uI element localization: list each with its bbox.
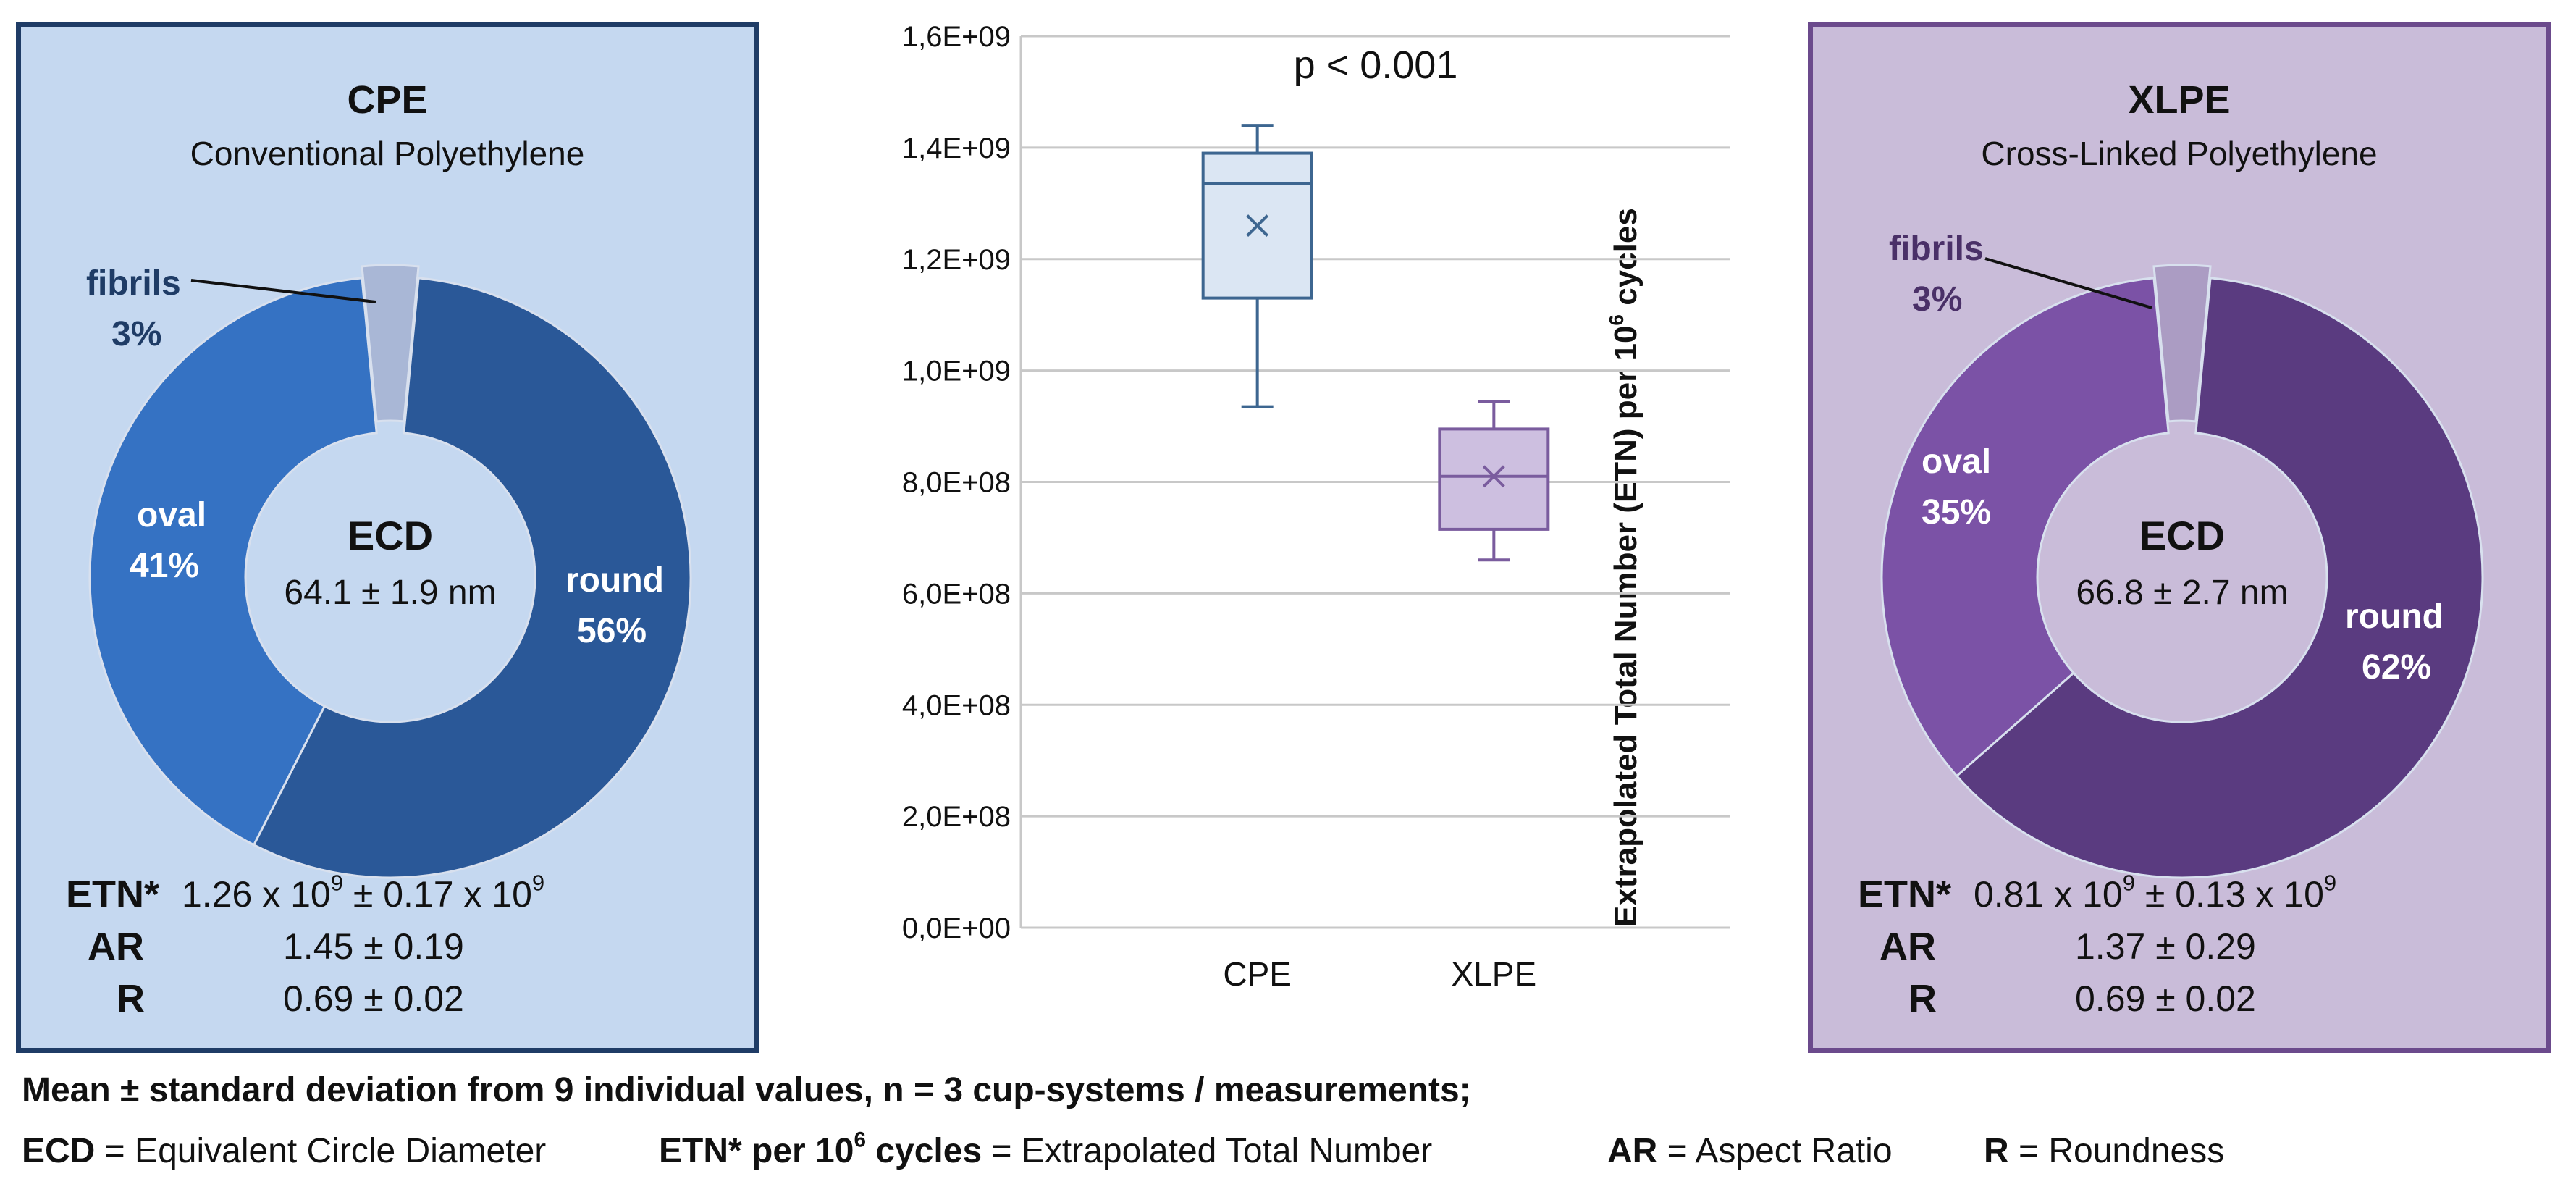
y-tick-label: 1,6E+09 xyxy=(902,21,1011,53)
cpe-oval-name: oval xyxy=(137,496,206,534)
footnote-line-2: ECD = Equivalent Circle Diameter ETN* pe… xyxy=(22,1128,2556,1175)
xlpe-ar-row: AR 1.37 ± 0.29 xyxy=(1813,920,2537,973)
xlpe-etn-value: 0.81 x 109 ± 0.13 x 109 xyxy=(1974,870,2337,915)
y-axis-title: Extrapolated Total Number (ETN) per 106 … xyxy=(1605,208,1643,927)
y-tick-label: 1,2E+09 xyxy=(902,244,1011,276)
x-tick-labels: CPE XLPE xyxy=(1223,955,1536,993)
cpe-etn-row: ETN* 1.26 x 109 ± 0.17 x 109 xyxy=(21,868,745,920)
footnote-ecd: ECD = Equivalent Circle Diameter xyxy=(22,1132,547,1170)
cpe-stats: ETN* 1.26 x 109 ± 0.17 x 109 AR 1.45 ± 0… xyxy=(21,868,745,1025)
cpe-r-row: R 0.69 ± 0.02 xyxy=(21,973,745,1025)
mean-marker-b xyxy=(1246,214,1269,238)
donut-slice-round xyxy=(252,277,692,879)
donut-slice-fibrils xyxy=(361,264,420,423)
box-xlpe xyxy=(1438,399,1550,562)
y-tick-label: 1,0E+09 xyxy=(902,356,1011,387)
cpe-oval-value: 41% xyxy=(130,547,199,585)
xlpe-round-value: 62% xyxy=(2362,648,2431,687)
cpe-slices xyxy=(88,264,692,879)
cpe-ar-row: AR 1.45 ± 0.19 xyxy=(21,920,745,973)
xlpe-r-label: R xyxy=(1908,977,1937,1020)
footnote-ar: AR = Aspect Ratio xyxy=(1607,1132,1893,1170)
donut-slice-oval xyxy=(88,277,378,847)
xlpe-panel: XLPE Cross-Linked Polyethylene fibrils 3… xyxy=(1808,22,2551,1053)
xlpe-center-value: 66.8 ± 2.7 nm xyxy=(2076,574,2288,612)
cpe-title: CPE xyxy=(347,78,428,122)
footnote-r: R = Roundness xyxy=(1984,1132,2225,1170)
xlpe-subtitle: Cross-Linked Polyethylene xyxy=(1981,135,2378,172)
xlpe-title: XLPE xyxy=(2128,78,2231,122)
y-tick-label: 8,0E+08 xyxy=(902,467,1011,499)
mean-marker-b xyxy=(1482,465,1505,488)
donut-slice-fibrils xyxy=(2152,264,2212,423)
footnote-etn: ETN* per 106 cycles = Extrapolated Total… xyxy=(659,1128,1433,1170)
cpe-ar-value: 1.45 ± 0.19 xyxy=(283,926,464,967)
xlpe-ar-value: 1.37 ± 0.29 xyxy=(2075,926,2256,967)
cpe-r-label: R xyxy=(117,977,145,1020)
xlpe-r-row: R 0.69 ± 0.02 xyxy=(1813,973,2537,1025)
y-tick-label: 1,4E+09 xyxy=(902,133,1011,164)
box-marks xyxy=(1201,124,1550,562)
cpe-panel: CPE Conventional Polyethylene fibrils 3%… xyxy=(16,22,759,1053)
y-tick-label: 2,0E+08 xyxy=(902,801,1011,833)
xlpe-slices xyxy=(1880,264,2484,879)
cpe-round-name: round xyxy=(565,561,664,600)
cpe-etn-label: ETN* xyxy=(66,873,160,916)
cpe-ar-label: AR xyxy=(88,925,144,968)
cpe-center-value: 64.1 ± 1.9 nm xyxy=(284,574,496,612)
donut-slice-oval xyxy=(1880,277,2170,778)
cpe-center-title: ECD xyxy=(348,513,433,558)
xlpe-etn-row: ETN* 0.81 x 109 ± 0.13 x 109 xyxy=(1813,868,2537,920)
xlpe-r-value: 0.69 ± 0.02 xyxy=(2075,978,2256,1019)
xlpe-round-name: round xyxy=(2345,597,2444,636)
cpe-round-value: 56% xyxy=(577,612,647,650)
cpe-donut-chart: fibrils 3% oval 41% round 56% ECD 64.1 ±… xyxy=(86,264,692,879)
xlpe-stats: ETN* 0.81 x 109 ± 0.13 x 109 AR 1.37 ± 0… xyxy=(1813,868,2537,1025)
box-plot-chart: Extrapolated Total Number (ETN) per 106 … xyxy=(902,21,1730,993)
y-tick-label: 4,0E+08 xyxy=(902,689,1011,721)
y-tick-label: 6,0E+08 xyxy=(902,578,1011,610)
p-value-annotation: p < 0.001 xyxy=(1294,43,1458,87)
footnote-summary: Mean ± standard deviation from 9 individ… xyxy=(22,1071,1471,1109)
cpe-fibrils-name: fibrils xyxy=(86,264,181,303)
y-tick-labels: 0,0E+00 2,0E+08 4,0E+08 6,0E+08 8,0E+08 1,0E+… xyxy=(902,21,1011,944)
iqr-box xyxy=(1438,427,1550,531)
xlpe-fibrils-leader xyxy=(1984,257,2152,309)
xlpe-ar-label: AR xyxy=(1880,925,1936,968)
x-tick-label-xlpe: XLPE xyxy=(1452,955,1537,993)
xlpe-donut-chart: fibrils 3% oval 35% round 62% ECD 66.8 ±… xyxy=(1880,230,2484,879)
cpe-fibrils-value: 3% xyxy=(111,315,161,353)
xlpe-fibrils-name: fibrils xyxy=(1889,230,1984,268)
x-tick-label-cpe: CPE xyxy=(1223,955,1292,993)
donut-slice-round xyxy=(1955,277,2484,879)
xlpe-oval-value: 35% xyxy=(1922,493,1991,532)
cpe-etn-value: 1.26 x 109 ± 0.17 x 109 xyxy=(182,870,545,915)
footnote-line-1: Mean ± standard deviation from 9 individ… xyxy=(22,1070,1471,1110)
xlpe-fibrils-value: 3% xyxy=(1912,280,1962,319)
box-cpe xyxy=(1201,124,1313,408)
cpe-fibrils-leader xyxy=(190,279,376,303)
xlpe-center-title: ECD xyxy=(2139,513,2225,558)
gridlines xyxy=(1019,35,1730,929)
xlpe-etn-label: ETN* xyxy=(1858,873,1952,916)
xlpe-oval-name: oval xyxy=(1922,442,1991,481)
cpe-subtitle: Conventional Polyethylene xyxy=(190,135,585,172)
y-tick-label: 0,0E+00 xyxy=(902,912,1011,944)
cpe-r-value: 0.69 ± 0.02 xyxy=(283,978,464,1019)
